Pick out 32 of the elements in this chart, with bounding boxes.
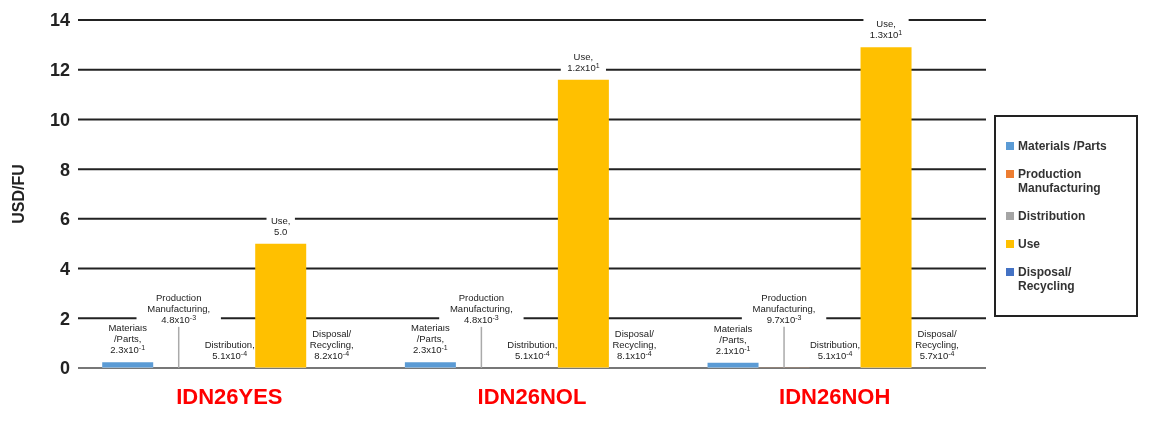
data-label: Distribution, 5.1x10$^{-4}$ bbox=[204, 338, 255, 361]
legend-label: Materials /Parts bbox=[1018, 138, 1107, 153]
y-tick-label: 2 bbox=[59, 308, 70, 329]
legend-label: Disposal/ Recycling bbox=[1018, 264, 1076, 293]
data-label: Materials /Parts, 2.3x10$^{-1}$ bbox=[411, 322, 450, 356]
y-tick-label: 0 bbox=[59, 358, 70, 379]
data-label: Production Manufacturing, 9.7x10$^{-3}$ bbox=[752, 291, 816, 325]
legend-label: Use bbox=[1018, 236, 1041, 251]
y-tick-label: 12 bbox=[49, 60, 70, 81]
x-tick-label: IDN26YES bbox=[176, 383, 283, 409]
data-label: Use, 5.0 bbox=[270, 214, 291, 237]
y-axis-title: USD/FU bbox=[9, 164, 27, 224]
data-label: Distribution, 5.1x10$^{-4}$ bbox=[809, 338, 861, 361]
y-tick-label: 10 bbox=[49, 109, 70, 130]
data-label: Production Manufacturing, 4.8x10$^{-3}$ bbox=[147, 291, 211, 325]
x-tick-label: IDN26NOH bbox=[779, 383, 891, 409]
y-tick-label: 6 bbox=[59, 209, 70, 230]
legend-label: Production Manufacturing bbox=[1018, 166, 1102, 195]
y-tick-label: 4 bbox=[59, 258, 70, 279]
data-label: Materials /Parts, 2.3x10$^{-1}$ bbox=[108, 322, 148, 356]
data-label: Use, 1.3x10$^{1}$ bbox=[869, 18, 903, 41]
legend-label: Distribution bbox=[1018, 208, 1086, 223]
data-label: Production Manufacturing, 4.8x10$^{-3}$ bbox=[449, 291, 513, 325]
y-tick-label: 14 bbox=[49, 10, 70, 31]
data-label: Materials /Parts, 2.1x10$^{-1}$ bbox=[713, 322, 753, 356]
data-label: Distribution, 5.1x10$^{-4}$ bbox=[507, 338, 558, 361]
x-tick-label: IDN26NOL bbox=[477, 383, 587, 409]
data-label: Disposal/ Recycling, 5.7x10$^{-4}$ bbox=[915, 327, 959, 361]
data-label: Disposal/ Recycling, 8.1x10$^{-4}$ bbox=[612, 327, 657, 361]
y-tick-label: 8 bbox=[59, 159, 70, 180]
data-label: Disposal/ Recycling, 8.2x10$^{-4}$ bbox=[309, 327, 354, 361]
data-label: Use, 1.2x10$^{1}$ bbox=[567, 50, 600, 73]
